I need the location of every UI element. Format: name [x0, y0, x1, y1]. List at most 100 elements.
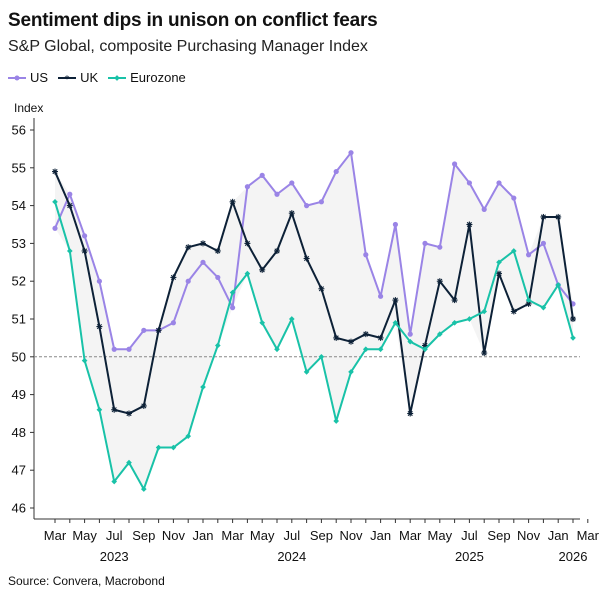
- series-point-uk: [96, 323, 103, 330]
- legend-label-us: US: [30, 70, 49, 85]
- series-point-eurozone: [422, 346, 428, 353]
- series-point-eurozone: [126, 459, 132, 466]
- x-tick-label: Mar: [577, 528, 600, 543]
- series-point-uk: [333, 334, 340, 341]
- series-point-eurozone: [155, 444, 162, 451]
- series-point-us: [111, 346, 117, 352]
- legend-item-us: US: [8, 70, 48, 85]
- series-point-uk: [185, 244, 192, 251]
- x-tick-label: Nov: [339, 528, 363, 543]
- x-tick-label: May: [428, 528, 453, 543]
- series-point-eurozone: [200, 384, 206, 390]
- series-point-uk: [377, 334, 384, 341]
- svg-text:*: *: [65, 74, 70, 83]
- series-point-uk: [274, 247, 280, 254]
- series-point-uk: [259, 266, 266, 273]
- y-tick-label: 48: [12, 425, 26, 440]
- x-tick-label: Mar: [44, 528, 67, 543]
- series-point-eurozone: [214, 342, 221, 349]
- series-point-uk: [407, 410, 414, 417]
- x-tick-label: Sep: [132, 528, 155, 543]
- series-point-uk: [436, 278, 443, 285]
- legend-swatch-us: [8, 75, 26, 80]
- series-point-eurozone: [333, 418, 340, 424]
- series-point-uk: [540, 213, 547, 220]
- series-point-eurozone: [274, 346, 280, 353]
- x-tick-label: Jul: [461, 528, 478, 543]
- series-point-us: [259, 172, 265, 178]
- y-tick-label: 46: [12, 501, 26, 516]
- series-point-eurozone: [318, 353, 325, 360]
- x-year-label: 2023: [100, 549, 129, 564]
- series-point-eurozone: [407, 338, 414, 345]
- y-tick-label: 51: [12, 312, 26, 327]
- x-tick-label: Mar: [221, 528, 244, 543]
- x-year-label: 2025: [455, 549, 484, 564]
- series-point-eurozone: [377, 346, 384, 353]
- series-line-uk: [54, 171, 574, 415]
- series-point-us: [141, 327, 147, 333]
- series-point-uk: [481, 350, 488, 357]
- series-point-us: [378, 293, 384, 299]
- series-point-eurozone: [362, 346, 369, 353]
- series-point-us: [185, 278, 191, 284]
- legend-label-eurozone: Eurozone: [130, 70, 186, 85]
- series-point-uk: [66, 202, 73, 209]
- series-point-us: [318, 199, 324, 205]
- y-tick-label: 50: [12, 349, 26, 364]
- series-point-uk: [348, 338, 354, 345]
- series-point-uk: [555, 213, 562, 220]
- series-point-us: [407, 331, 413, 337]
- series-point-uk: [466, 221, 473, 228]
- legend-item-eurozone: Eurozone: [108, 70, 186, 85]
- series-point-us: [540, 240, 547, 246]
- series-point-uk: [155, 327, 162, 334]
- series-point-eurozone: [525, 297, 532, 303]
- x-tick-label: Nov: [162, 528, 186, 543]
- series-point-us: [422, 240, 428, 246]
- series-point-uk: [510, 308, 517, 315]
- x-tick-label: Jul: [283, 528, 300, 543]
- legend-swatch-eurozone: [108, 74, 127, 81]
- series-point-uk: [200, 240, 206, 247]
- y-axis-title: Index: [14, 101, 44, 115]
- series-point-eurozone: [348, 369, 354, 375]
- series-point-us: [452, 161, 458, 167]
- series-point-eurozone: [555, 282, 562, 288]
- series-point-eurozone: [229, 289, 236, 296]
- range-band: [55, 152, 573, 490]
- series-point-uk: [362, 331, 369, 338]
- series-point-uk: [126, 410, 132, 417]
- series-point-uk: [451, 297, 458, 304]
- series-point-eurozone: [392, 319, 399, 326]
- y-tick-label: 54: [12, 198, 26, 213]
- y-tick-label: 55: [12, 160, 26, 175]
- series-point-eurozone: [170, 444, 177, 451]
- y-tick-label: 53: [12, 236, 26, 251]
- series-point-us: [52, 225, 58, 231]
- series-point-eurozone: [185, 433, 192, 440]
- series-point-us: [348, 150, 354, 156]
- series-point-eurozone: [259, 319, 266, 326]
- series-point-uk: [170, 274, 177, 281]
- x-tick-label: Sep: [487, 528, 510, 543]
- x-tick-label: Jul: [106, 528, 123, 543]
- chart-subtitle: S&P Global, composite Purchasing Manager…: [8, 38, 368, 55]
- legend-item-uk: * UK: [58, 70, 98, 85]
- series-point-us: [437, 244, 443, 250]
- legend: US * UK Eurozone: [8, 70, 196, 85]
- series-point-us: [392, 221, 398, 228]
- chart-title: Sentiment dips in unison on conflict fea…: [8, 10, 378, 31]
- series-point-eurozone: [244, 270, 251, 277]
- x-tick-label: Jan: [370, 528, 391, 543]
- series-point-eurozone: [466, 316, 473, 322]
- series-point-eurozone: [570, 335, 576, 341]
- x-tick-label: Sep: [310, 528, 333, 543]
- series-point-uk: [214, 247, 221, 254]
- y-tick-label: 56: [12, 123, 26, 138]
- series-point-eurozone: [66, 248, 73, 254]
- series-point-us: [363, 252, 369, 258]
- series-point-us: [244, 184, 250, 190]
- series-point-us: [67, 191, 73, 197]
